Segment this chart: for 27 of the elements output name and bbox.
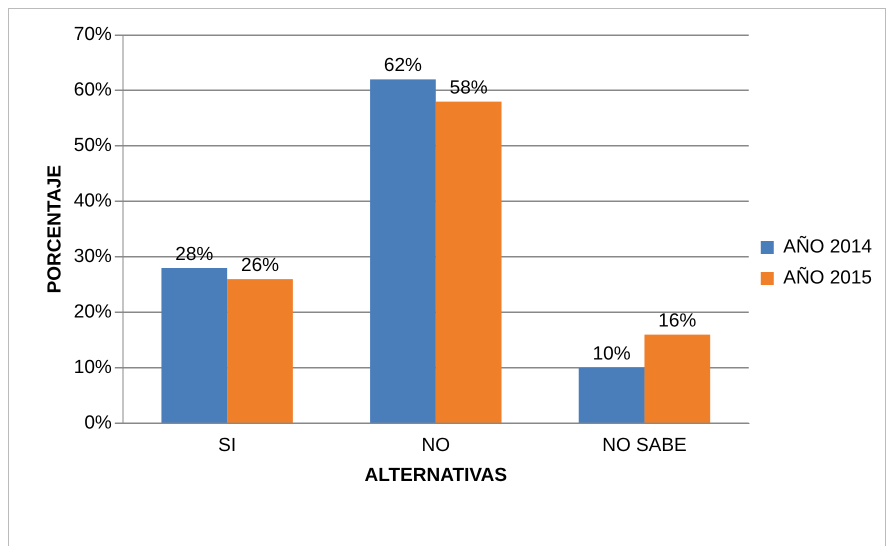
y-tick-label: 50% bbox=[74, 135, 112, 156]
data-label: 58% bbox=[450, 77, 488, 98]
bar bbox=[578, 368, 644, 423]
legend-label: AÑO 2015 bbox=[783, 266, 872, 289]
bar bbox=[370, 79, 436, 423]
y-tick-label: 30% bbox=[74, 246, 112, 268]
x-tick-label: NO SABE bbox=[602, 435, 687, 456]
y-tick-label: 0% bbox=[84, 412, 112, 434]
y-tick-label: 60% bbox=[74, 80, 112, 101]
bar bbox=[644, 334, 710, 423]
y-tick-label: 10% bbox=[74, 357, 112, 378]
legend-label: AÑO 2014 bbox=[783, 236, 872, 258]
x-axis-title: ALTERNATIVAS bbox=[364, 464, 508, 486]
bar bbox=[436, 102, 502, 423]
x-tick-label: NO bbox=[422, 435, 450, 456]
bar bbox=[227, 279, 293, 423]
y-tick-label: 40% bbox=[74, 190, 112, 212]
data-label: 26% bbox=[241, 254, 280, 276]
y-tick-label: 70% bbox=[74, 24, 112, 46]
bar bbox=[161, 268, 228, 423]
y-axis-title: PORCENTAJE bbox=[44, 164, 66, 294]
y-tick-label: 20% bbox=[74, 302, 112, 323]
data-label: 62% bbox=[384, 55, 422, 76]
data-label: 28% bbox=[175, 244, 214, 265]
x-tick-label: SI bbox=[218, 435, 236, 456]
data-label: 10% bbox=[592, 344, 631, 365]
data-label: 16% bbox=[658, 310, 696, 332]
